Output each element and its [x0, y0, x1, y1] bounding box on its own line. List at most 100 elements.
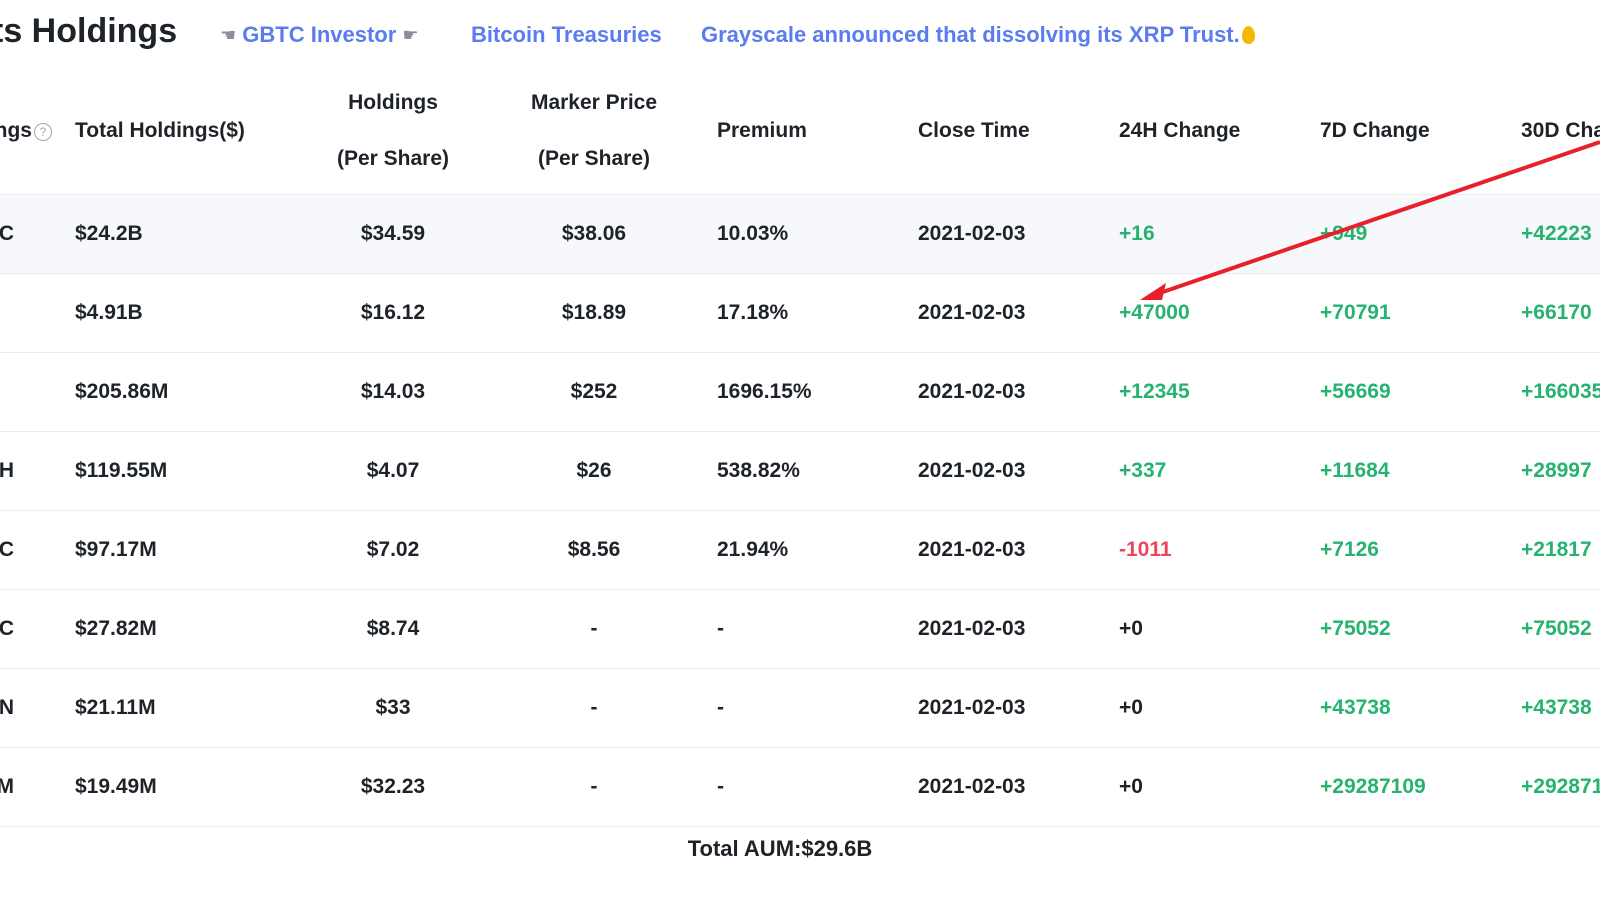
market-price-cell: -	[488, 589, 700, 669]
table-row[interactable]: 'C$24.2B$34.59$38.0610.03%2021-02-03+16+…	[0, 194, 1600, 274]
change-7d-cell: +949	[1303, 194, 1504, 274]
market-price-cell: $38.06	[488, 194, 700, 274]
total-holdings-cell: $97.17M	[58, 510, 298, 590]
help-icon[interactable]: ?	[34, 123, 52, 141]
column-header-7d-change: 7D Change	[1303, 68, 1504, 195]
holdings-per-share-cell: $14.03	[298, 352, 488, 432]
premium-cell: -	[700, 668, 901, 748]
gbtc-investor-label: GBTC Investor	[242, 22, 397, 47]
change-30d-cell: +21817	[1504, 510, 1600, 590]
table-row[interactable]: $205.86M $14.03 $252 1696.15% 2021-02-03 +123…	[0, 352, 1600, 432]
asset-cell: H	[0, 431, 58, 511]
total-holdings-cell: $119.55M	[58, 431, 298, 511]
close-time-cell: 2021-02-03	[901, 589, 1102, 669]
market-price-cell: $18.89	[488, 273, 700, 353]
change-24h-cell: +12345	[1102, 352, 1303, 432]
page-title: ts Holdings	[0, 12, 178, 50]
premium-cell: 1696.15%	[700, 352, 901, 432]
asset-cell: C	[0, 589, 58, 669]
change-7d-cell: +43738	[1303, 668, 1504, 748]
column-header-holdings: ngs?	[0, 68, 58, 195]
pointing-right-hand-icon: ☛	[402, 25, 419, 45]
change-30d-cell: +75052	[1504, 589, 1600, 669]
column-header-30d-change: 30D Cha	[1504, 68, 1600, 195]
close-time-cell: 2021-02-03	[901, 194, 1102, 274]
holdings-per-share-cell: $34.59	[298, 194, 488, 274]
table-row[interactable]: N $21.11M $33- -2021-02-03 +0 +43738 +43738	[0, 668, 1600, 748]
premium-cell: 10.03%	[700, 194, 901, 274]
holdings-per-share-cell: $16.12	[298, 273, 488, 353]
xrp-trust-announcement-label: Grayscale announced that dissolving its …	[701, 22, 1240, 47]
change-7d-cell: +29287109	[1303, 747, 1504, 827]
asset-cell: M	[0, 747, 58, 827]
market-price-cell: $26	[488, 431, 700, 511]
close-time-cell: 2021-02-03	[901, 352, 1102, 432]
total-holdings-cell: $205.86M	[58, 352, 298, 432]
change-30d-cell: +43738	[1504, 668, 1600, 748]
bitcoin-treasuries-link[interactable]: Bitcoin Treasuries	[471, 22, 662, 47]
market-price-cell: -	[488, 668, 700, 748]
change-7d-cell: +56669	[1303, 352, 1504, 432]
premium-cell: 538.82%	[700, 431, 901, 511]
change-24h-cell: -1011	[1102, 510, 1303, 590]
table-row[interactable]: C $97.17M $7.02 $8.56 21.94% 2021-02-03 -1011 +…	[0, 510, 1600, 590]
market-price-cell: $8.56	[488, 510, 700, 590]
total-holdings-cell: $27.82M	[58, 589, 298, 669]
change-24h-cell: +337	[1102, 431, 1303, 511]
change-30d-cell: +166035	[1504, 352, 1600, 432]
column-header-holdings-per-share: Holdings (Per Share)	[298, 68, 488, 195]
column-header-close-time: Close Time	[901, 68, 1102, 195]
page-header: ts Holdings ☚ GBTC Investor ☛ Bitcoin Tr…	[0, 0, 1600, 72]
xrp-trust-announcement-link[interactable]: Grayscale announced that dissolving its …	[701, 22, 1255, 48]
premium-cell: 21.94%	[700, 510, 901, 590]
total-holdings-cell: $21.11M	[58, 668, 298, 748]
column-header-premium: Premium	[700, 68, 901, 195]
flame-icon	[1241, 26, 1255, 44]
change-30d-cell: +292871	[1504, 747, 1600, 827]
change-30d-cell: +28997	[1504, 431, 1600, 511]
total-aum: Total AUM:$29.6B	[687, 836, 873, 861]
column-header-holdings-line1: Holdings	[348, 91, 438, 114]
table-header-row: ngs? Total Holdings($) Holdings (Per Sha…	[0, 68, 1600, 195]
asset-cell: C	[0, 510, 58, 590]
change-7d-cell: +75052	[1303, 589, 1504, 669]
premium-cell: -	[700, 747, 901, 827]
change-24h-cell: +47000	[1102, 273, 1303, 353]
change-7d-cell: +7126	[1303, 510, 1504, 590]
column-header-24h-change: 24H Change	[1102, 68, 1303, 195]
holdings-per-share-cell: $7.02	[298, 510, 488, 590]
column-header-holdings-line2: (Per Share)	[336, 147, 450, 170]
change-30d-cell: +66170	[1504, 273, 1600, 353]
close-time-cell: 2021-02-03	[901, 747, 1102, 827]
table-row[interactable]: C $27.82M $8.74- -2021-02-03 +0 +75052 +75052	[0, 589, 1600, 669]
change-24h-cell: +0	[1102, 747, 1303, 827]
total-holdings-cell: $4.91B	[58, 273, 298, 353]
table-row[interactable]: $4.91B $16.12 $18.89 17.18% 2021-02-03 +47000…	[0, 273, 1600, 353]
change-7d-cell: +70791	[1303, 273, 1504, 353]
market-price-cell: -	[488, 747, 700, 827]
holdings-per-share-cell: $33	[298, 668, 488, 748]
close-time-cell: 2021-02-03	[901, 273, 1102, 353]
holdings-per-share-cell: $8.74	[298, 589, 488, 669]
total-holdings-cell: $24.2B	[58, 194, 298, 274]
asset-cell: 'C	[0, 194, 58, 274]
asset-cell: N	[0, 668, 58, 748]
premium-cell: -	[700, 589, 901, 669]
column-header-market-price: Marker Price (Per Share)	[488, 68, 700, 195]
close-time-cell: 2021-02-03	[901, 668, 1102, 748]
total-holdings-cell: $19.49M	[58, 747, 298, 827]
pointing-left-hand-icon: ☚	[220, 25, 237, 45]
holdings-per-share-cell: $4.07	[298, 431, 488, 511]
table-row[interactable]: H $119.55M $4.07 $26 538.82% 2021-02-03 +337 +1…	[0, 431, 1600, 511]
close-time-cell: 2021-02-03	[901, 510, 1102, 590]
change-24h-cell: +16	[1102, 194, 1303, 274]
table-body: 'C$24.2B$34.59$38.0610.03%2021-02-03+16+…	[0, 194, 1600, 827]
asset-cell	[0, 352, 58, 432]
gbtc-investor-link[interactable]: ☚ GBTC Investor ☛	[220, 22, 419, 48]
change-30d-cell: +42223	[1504, 194, 1600, 274]
column-header-market-price-line1: Marker Price	[530, 91, 658, 114]
change-24h-cell: +0	[1102, 668, 1303, 748]
premium-cell: 17.18%	[700, 273, 901, 353]
table-row[interactable]: M $19.49M $32.23- -2021-02-03 +0 +29287109 +29…	[0, 747, 1600, 827]
column-header-total-holdings: Total Holdings($)	[58, 68, 298, 195]
